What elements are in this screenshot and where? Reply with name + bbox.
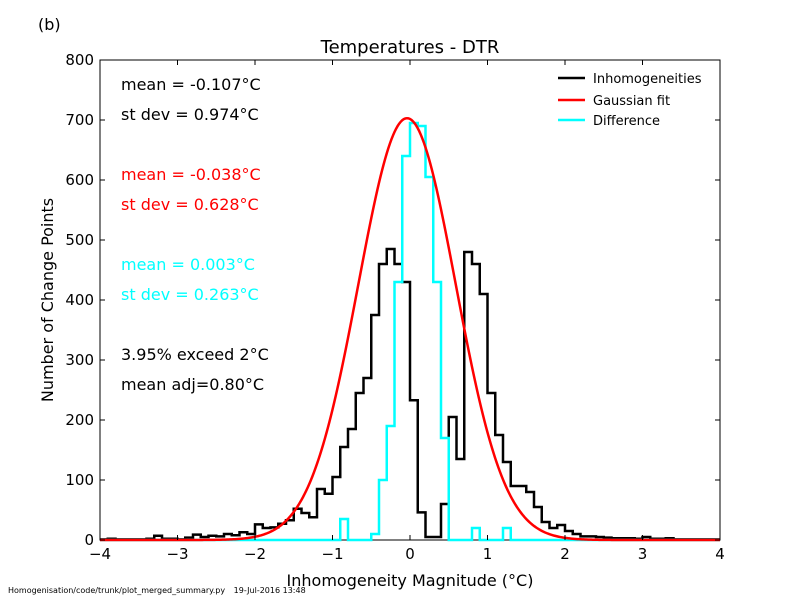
x-tick-label: 2 [560, 545, 570, 563]
stats-annotation: mean adj=0.80°C [121, 375, 264, 394]
y-axis-label: Number of Change Points [38, 198, 57, 402]
ticks-layer: −4 −3 −2 −1 0 1 2 3 4 0 100 200 300 400 500 600 700 800 [65, 51, 724, 563]
x-tick-label: 1 [483, 545, 493, 563]
annotations: mean = -0.107°C st dev = 0.974°C mean = -0… [121, 75, 269, 394]
chart-title: Temperatures - DTR [320, 37, 500, 58]
stats-annotation: st dev = 0.263°C [121, 285, 259, 304]
y-tick-label: 0 [84, 531, 94, 549]
x-axis-label: Inhomogeneity Magnitude (°C) [287, 571, 534, 590]
x-tick-label: 3 [638, 545, 648, 563]
y-tick-label: 800 [65, 51, 94, 69]
x-tick-label: −1 [321, 545, 343, 563]
stats-annotation: mean = -0.038°C [121, 165, 261, 184]
y-tick-label: 500 [65, 231, 94, 249]
stats-annotation: st dev = 0.974°C [121, 105, 259, 124]
x-tick-label: −4 [89, 545, 111, 563]
stats-annotation: 3.95% exceed 2°C [121, 345, 269, 364]
legend-label-gaussian-fit: Gaussian fit [593, 94, 670, 109]
series-inhomogeneities-step [100, 247, 720, 541]
x-tick-label: −3 [166, 545, 188, 563]
y-tick-label: 100 [65, 471, 94, 489]
footer-script-path: Homogenisation/code/trunk/plot_merged_su… [8, 586, 226, 595]
panel-label: (b) [38, 15, 61, 34]
x-tick-label: 4 [715, 545, 725, 563]
y-tick-label: 700 [65, 111, 94, 129]
series-gaussian-fit-line [100, 116, 720, 542]
legend-label-inhomogeneities: Inhomogeneities [593, 72, 702, 87]
stats-annotation: mean = -0.107°C [121, 75, 261, 94]
footer: Homogenisation/code/trunk/plot_merged_su… [8, 586, 312, 595]
x-tick-label: −2 [244, 545, 266, 563]
stats-annotation: st dev = 0.628°C [121, 195, 259, 214]
y-tick-label: 300 [65, 351, 94, 369]
legend-label-difference: Difference [593, 114, 660, 129]
y-tick-label: 400 [65, 291, 94, 309]
y-tick-label: 600 [65, 171, 94, 189]
x-tick-label: 0 [405, 545, 415, 563]
legend: Inhomogeneities Gaussian fit Difference [558, 72, 702, 129]
footer-timestamp: 19-Jul-2016 13:48 [233, 586, 306, 595]
plot-area: −4 −3 −2 −1 0 1 2 3 4 0 100 200 300 400 500 600 700 800 [65, 51, 724, 563]
stats-annotation: mean = 0.003°C [121, 255, 255, 274]
series-layer [100, 116, 720, 542]
y-tick-label: 200 [65, 411, 94, 429]
